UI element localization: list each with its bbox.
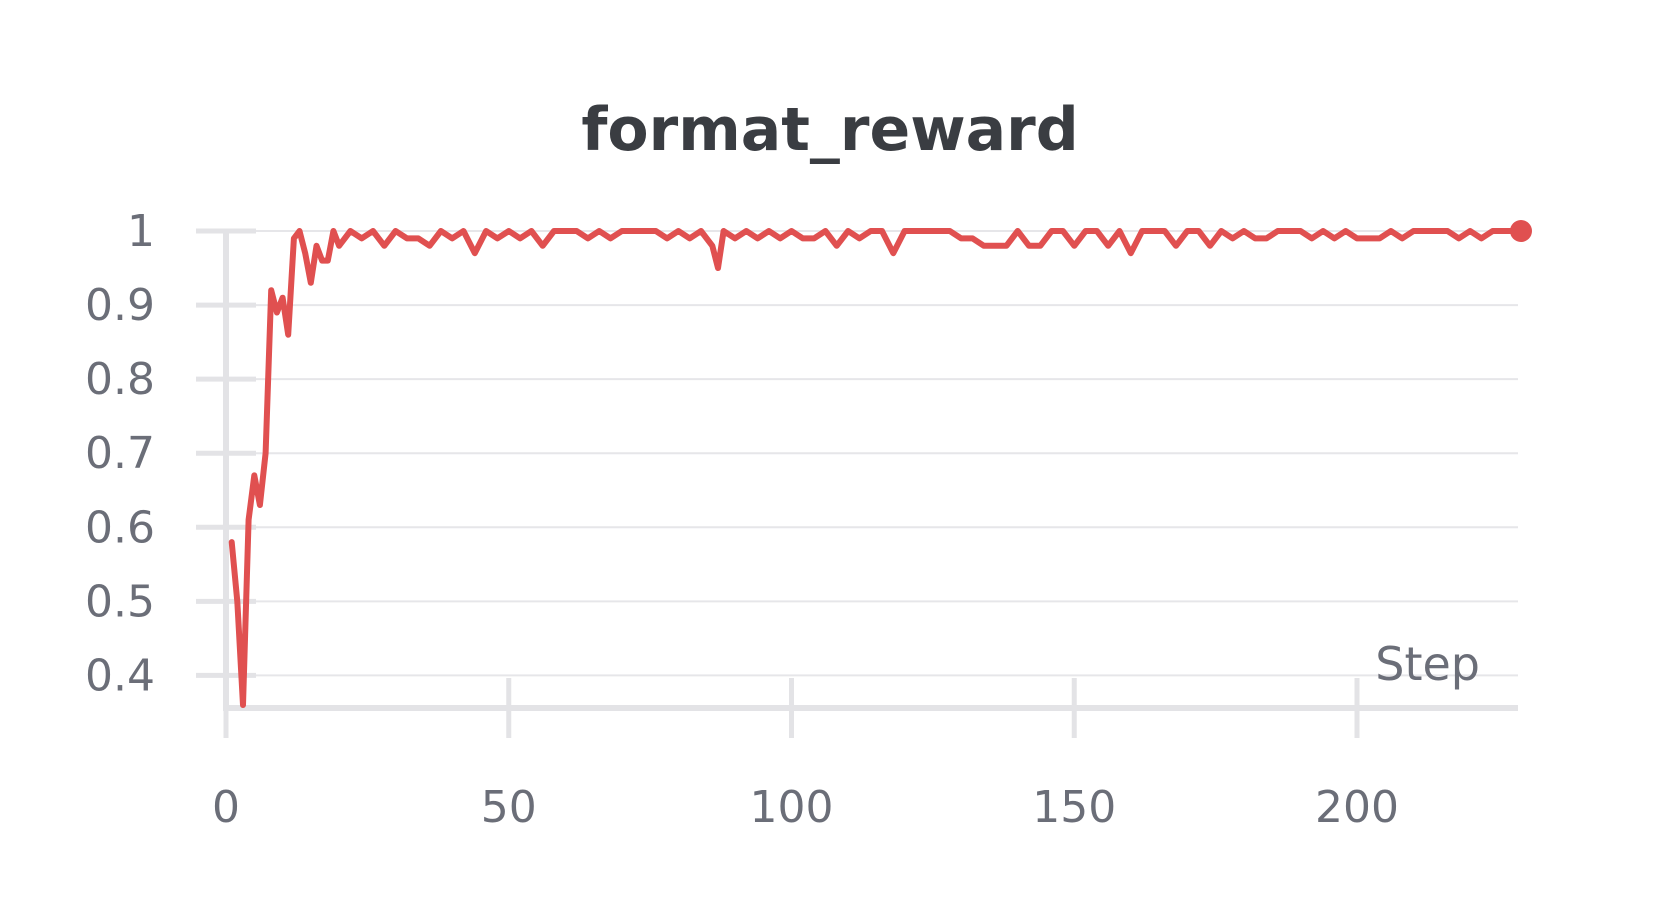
x-tick-label: 50	[481, 782, 537, 833]
x-tick-label: 200	[1315, 782, 1399, 833]
y-tick-label: 0.8	[85, 354, 155, 405]
chart-title: format_reward	[581, 95, 1078, 165]
grid-lines	[196, 230, 1518, 677]
x-tick-label: 100	[750, 782, 834, 833]
y-tick-label: 0.7	[85, 428, 155, 479]
series-line	[228, 228, 1524, 708]
y-tick-label: 0.6	[85, 502, 155, 553]
series-layer	[228, 220, 1532, 708]
y-tick-label: 0.9	[85, 280, 155, 331]
y-tick-label: 0.4	[85, 650, 155, 701]
y-tick-label: 0.5	[85, 576, 155, 627]
series-end-point	[1509, 220, 1532, 242]
y-tick-label: 1	[127, 206, 155, 257]
tick-labels: 0.4 0.5 0.6 0.7 0.8 0.9 1 0 50 100 150 200	[85, 206, 1399, 833]
x-tick-label: 0	[212, 782, 240, 833]
x-axis-label: Step	[1375, 637, 1480, 691]
axes	[196, 228, 1518, 738]
x-tick-label: 150	[1032, 782, 1116, 833]
